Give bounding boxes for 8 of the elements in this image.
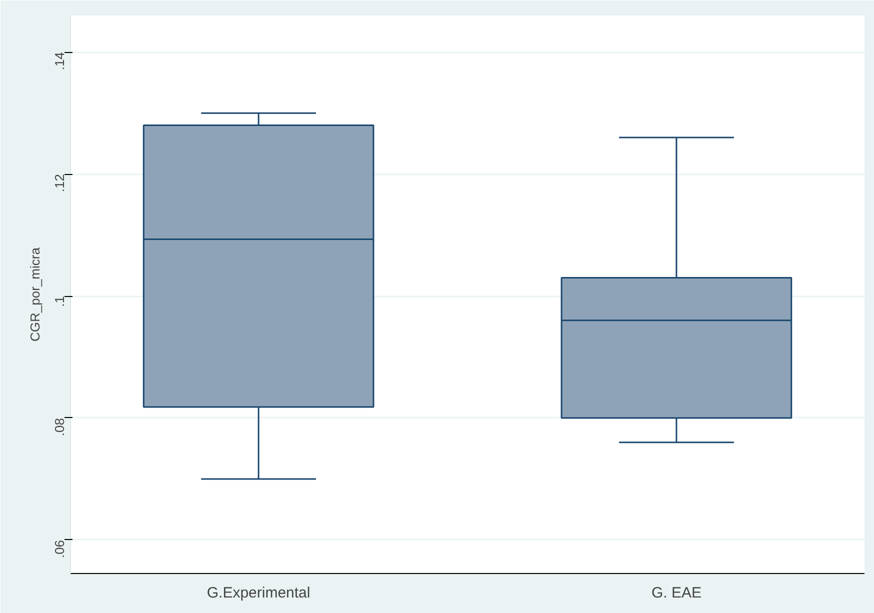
y-tick-label: .08: [52, 418, 67, 436]
y-tick-label: .06: [52, 540, 67, 558]
y-tick-label: .12: [52, 174, 67, 192]
y-tick-label: .14: [52, 52, 67, 70]
x-tick-label: G.Experimental: [206, 584, 310, 602]
y-tick-label: .1: [52, 296, 67, 307]
x-tick-label: G. EAE: [651, 584, 702, 602]
y-axis-title: CGR_por_micra: [28, 246, 42, 342]
